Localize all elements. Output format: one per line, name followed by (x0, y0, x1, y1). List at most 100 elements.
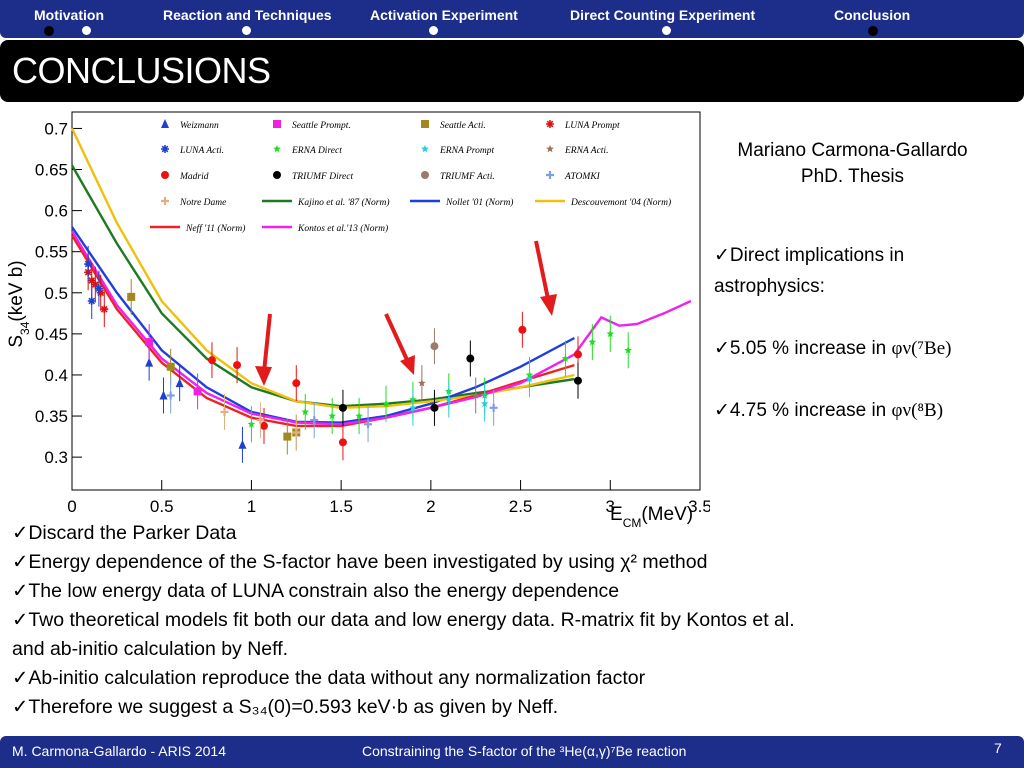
author-block: Mariano Carmona-Gallardo PhD. Thesis (700, 138, 1005, 190)
data-point (328, 412, 336, 420)
legend-label: Notre Dame (179, 198, 226, 208)
legend: Weizmann Seattle Prompt. Seattle Acti. LUNA… (150, 119, 671, 234)
data-point (445, 395, 453, 403)
plot-area (71, 111, 701, 491)
data-point (301, 407, 310, 416)
x-tick-label: 3 (606, 497, 615, 516)
x-tick-label: 1 (247, 497, 256, 516)
legend-label: Nollet '01 (Norm) (445, 197, 513, 208)
y-tick-label: 0.5 (44, 284, 68, 303)
chart-svg: 0 0.5 1 1.5 2 2.5 3 3.5 0.30.350.40.450.50.550.… (6, 111, 712, 530)
data-point (355, 412, 363, 420)
arrow-head (255, 366, 272, 386)
legend-label: Seattle Prompt. (292, 121, 351, 131)
data-point (573, 376, 582, 385)
nav-item-conclusion[interactable]: Conclusion (834, 7, 911, 23)
data-point (247, 420, 256, 428)
nav-item-reaction-techniques[interactable]: Reaction and Techniques (163, 7, 332, 23)
data-point (259, 421, 268, 430)
data-point (161, 119, 169, 128)
data-point (87, 276, 96, 285)
data-point (220, 407, 229, 416)
arrow-head (400, 355, 415, 375)
data-point (273, 120, 281, 128)
data-point (84, 260, 93, 269)
data-point (273, 145, 281, 153)
data-point (161, 145, 169, 153)
data-point (159, 390, 168, 400)
data-point (91, 280, 100, 289)
x-tick-label: 2 (426, 497, 435, 516)
bullet-text: ✓4.75 % increase in (714, 400, 892, 421)
data-point (310, 416, 319, 425)
data-point (466, 354, 475, 363)
data-point (96, 288, 105, 297)
data-point (430, 403, 439, 412)
model-curve (70, 234, 575, 428)
y-tick-label: 0.65 (35, 161, 68, 180)
arrow-shaft (262, 313, 272, 373)
conclusion-bullet-list: ✓Discard the Parker Data ✓Energy depende… (12, 519, 832, 722)
bullet-luna: ✓The low energy data of LUNA constrain a… (12, 580, 620, 602)
data-point (421, 171, 429, 179)
data-point (273, 171, 281, 179)
data-point (94, 284, 103, 293)
data-point (480, 399, 489, 407)
x-tick-label: 0.5 (150, 497, 174, 516)
legend-label: Seattle Acti. (440, 121, 486, 131)
data-point (382, 399, 390, 407)
flux-symbol: φν(⁷Be) (891, 338, 952, 359)
bullet-chi2: ✓Energy dependence of the S-factor have … (12, 551, 708, 573)
footer-talk-title: Constraining the S-factor of the ³He(α,γ… (362, 743, 687, 759)
footer-author: M. Carmona-Gallardo - ARIS 2014 (12, 743, 226, 759)
arrow-head (540, 294, 557, 316)
nav-progress-dot (44, 26, 54, 36)
nav-item-direct-counting-experiment[interactable]: Direct Counting Experiment (570, 7, 756, 23)
thesis-label: PhD. Thesis (800, 166, 905, 187)
nav-item-activation-experiment[interactable]: Activation Experiment (370, 7, 518, 23)
legend-label: Madrid (179, 172, 209, 182)
legend-label: TRIUMF Acti. (440, 172, 495, 182)
data-point (518, 325, 527, 334)
bullet-text: ✓5.05 % increase in (714, 338, 892, 359)
y-tick-labels: 0.3 0.35 0.4 0.45 0.5 0.55 0.6 0.65 0.7 (35, 119, 68, 467)
data-point (207, 356, 216, 365)
bullet-models: ✓Two theoretical models fit both our dat… (12, 609, 795, 660)
legend-label: ERNA Direct (291, 146, 342, 156)
data-point (606, 329, 615, 338)
x-tick-labels: 0 0.5 1 1.5 2 2.5 3 3.5 (67, 497, 712, 516)
legend-label: TRIUMF Direct (292, 172, 353, 182)
y-tick-label: 0.6 (44, 202, 68, 221)
red-arrows (255, 240, 557, 386)
data-point (256, 416, 265, 425)
y-tick-label: 0.7 (44, 119, 68, 138)
data-point (100, 305, 109, 314)
data-points (84, 246, 632, 463)
y-tick-label: 0.3 (44, 448, 68, 467)
title-bar (0, 40, 1024, 102)
page-number: 7 (994, 740, 1002, 756)
arrow-shaft (384, 313, 410, 363)
nav-progress-dot (429, 26, 438, 35)
x-tick-label: 3.5 (688, 497, 710, 516)
data-point (364, 420, 373, 429)
side-bullet-be7: ✓5.05 % increase in φν(⁷Be) (714, 333, 1014, 364)
data-point (421, 120, 429, 128)
flux-symbol: φν(⁸B) (891, 400, 944, 421)
data-point (161, 197, 169, 205)
data-point (292, 379, 301, 388)
data-point (525, 375, 534, 383)
bullet-suggestion: ✓Therefore we suggest a S₃₄(0)=0.593 keV… (12, 696, 559, 718)
arrow-shaft (534, 240, 550, 300)
legend-label: LUNA Acti. (179, 146, 224, 156)
legend-label: Kajino et al. '87 (Norm) (297, 197, 390, 208)
nav-progress-dot (662, 26, 671, 35)
data-point (546, 120, 554, 128)
data-point (489, 403, 498, 412)
data-point (546, 171, 554, 179)
nav-progress-dot (82, 26, 91, 35)
data-point (418, 379, 426, 387)
data-point (127, 292, 136, 301)
data-point (573, 350, 582, 359)
nav-item-motivation[interactable]: Motivation (34, 7, 104, 23)
